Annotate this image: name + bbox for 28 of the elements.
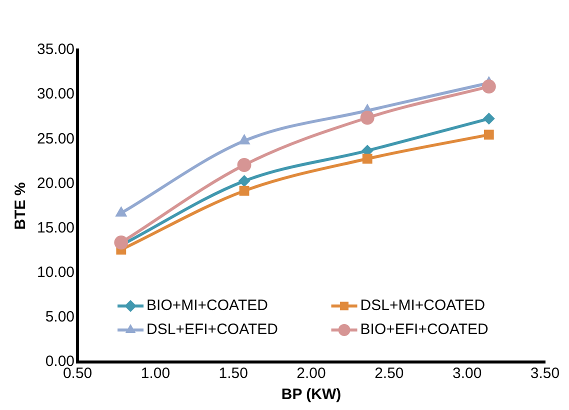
x-tick-label: 2.50 xyxy=(374,365,404,382)
x-axis-title: BP (KW) xyxy=(281,386,342,404)
point xyxy=(482,112,495,125)
point xyxy=(239,186,250,196)
point xyxy=(362,154,372,164)
y-tick-label: 20.00 xyxy=(36,174,75,192)
legend-label: BIO+MI+COATED xyxy=(146,297,268,314)
x-tick-label: 3.50 xyxy=(530,365,560,382)
x-tick-label: 2.00 xyxy=(296,365,326,382)
y-tick-label: 30.00 xyxy=(36,86,75,103)
y-tick-label: 15.00 xyxy=(36,219,75,236)
y-tick-label: 35.00 xyxy=(36,41,75,58)
point xyxy=(484,130,494,140)
x-tick-label: 1.00 xyxy=(140,365,170,382)
legend-label: DSL+EFI+COATED xyxy=(146,321,278,338)
point xyxy=(238,175,250,188)
legend-label: DSL+MI+COATED xyxy=(360,297,486,314)
y-axis-title: BTE % xyxy=(12,182,30,230)
point xyxy=(360,110,374,125)
point xyxy=(482,80,496,94)
x-tick-label: 1.50 xyxy=(218,365,248,382)
y-tick-label: 10.00 xyxy=(36,264,75,281)
point xyxy=(237,158,252,172)
point xyxy=(114,236,128,250)
x-tick-label: 3.00 xyxy=(452,365,482,382)
y-tick-label: 25.00 xyxy=(36,130,75,148)
y-tick-label: 5.00 xyxy=(45,308,75,326)
legend-label: BIO+EFI+COATED xyxy=(360,321,489,338)
